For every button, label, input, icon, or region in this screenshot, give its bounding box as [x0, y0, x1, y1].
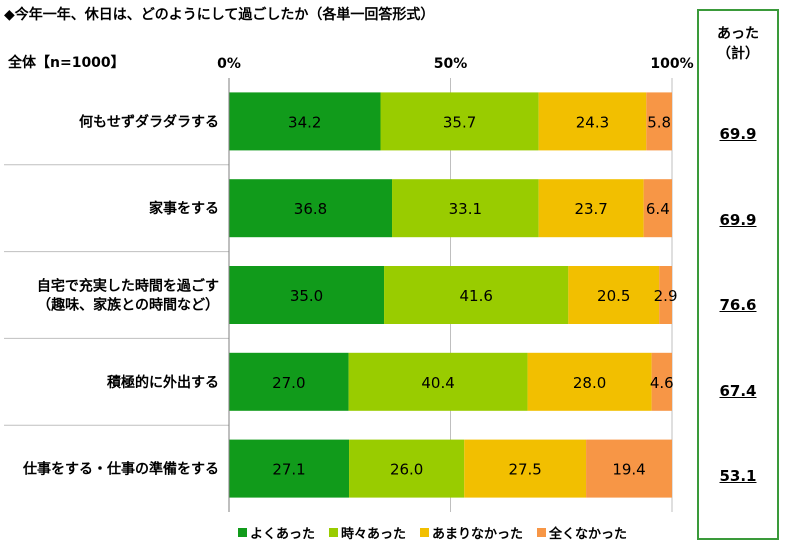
bar-segment: [643, 179, 672, 238]
bar-segment: [380, 92, 539, 151]
category-label: 積極的に外出する: [106, 374, 219, 391]
bar-segment: [229, 92, 381, 151]
legend-item: よくあった: [238, 523, 315, 542]
bar-segment: [348, 352, 528, 411]
bar-segment: [229, 266, 385, 324]
legend-label: 時々あった: [341, 527, 407, 542]
legend: よくあった 時々あった あまりなかった 全くなかった: [238, 523, 641, 542]
legend-label: よくあった: [250, 527, 316, 542]
data-label: 2.9: [654, 287, 678, 305]
data-label: 28.0: [573, 374, 606, 392]
data-label: 24.3: [576, 113, 609, 131]
data-label: 36.8: [294, 200, 327, 218]
summary-value: 69.9: [719, 211, 757, 229]
summary-column: あった （計） 69.9 69.9 76.6 67.4 53.1: [697, 9, 779, 540]
summary-value: 76.6: [719, 296, 757, 314]
bar-segment: [229, 352, 349, 411]
summary-header-line2: （計）: [717, 46, 759, 62]
data-label: 27.0: [272, 374, 305, 392]
bar-segment: [538, 179, 644, 238]
legend-item: 全くなかった: [537, 523, 627, 542]
bar-segment: [384, 266, 569, 324]
summary-value: 67.4: [719, 382, 757, 400]
bar-segment: [392, 179, 539, 238]
bar-segment: [229, 439, 350, 498]
bar-segment: [568, 266, 660, 324]
data-label: 27.1: [272, 461, 305, 479]
legend-item: あまりなかった: [420, 523, 523, 542]
bar-segment: [349, 439, 465, 498]
category-label: 家事をする: [149, 200, 219, 217]
bar-segment: [464, 439, 587, 498]
data-label: 40.4: [421, 374, 454, 392]
category-label: （趣味、家族との時間など）: [37, 297, 219, 314]
data-label: 41.6: [459, 287, 492, 305]
data-label: 20.5: [597, 287, 630, 305]
data-label: 35.7: [443, 113, 476, 131]
data-label: 34.2: [288, 113, 321, 131]
bar-segment: [646, 92, 672, 151]
legend-swatch: [537, 528, 547, 537]
data-label: 35.0: [290, 287, 323, 305]
bar-segment: [527, 352, 652, 411]
category-label: 自宅で充実した時間を過ごす: [37, 278, 219, 295]
summary-value: 69.9: [719, 125, 757, 143]
legend-label: 全くなかった: [549, 527, 628, 542]
data-label: 26.0: [390, 461, 423, 479]
x-tick-label: 0%: [217, 56, 241, 72]
legend-item: 時々あった: [329, 523, 406, 542]
legend-label: あまりなかった: [432, 527, 524, 542]
bar-segment: [651, 352, 672, 411]
category-label: 仕事をする・仕事の準備をする: [22, 461, 219, 478]
x-tick-label: 100%: [650, 56, 693, 72]
data-label: 19.4: [612, 461, 645, 479]
data-label: 23.7: [574, 200, 607, 218]
category-label: 何もせずダラダラする: [79, 113, 219, 130]
data-label: 27.5: [508, 461, 541, 479]
summary-value: 53.1: [719, 467, 757, 485]
data-label: 5.8: [647, 113, 671, 131]
bar-segment: [659, 266, 672, 324]
legend-swatch: [420, 528, 430, 537]
bar-segment: [229, 179, 393, 238]
data-label: 33.1: [449, 200, 482, 218]
data-label: 6.4: [646, 200, 670, 218]
legend-swatch: [329, 528, 339, 537]
bar-segment: [538, 92, 647, 151]
legend-swatch: [238, 528, 247, 537]
data-label: 4.6: [650, 374, 674, 392]
sample-size-label: 全体【n=1000】: [8, 55, 125, 71]
x-tick-label: 50%: [434, 56, 468, 72]
bar-segment: [586, 439, 672, 498]
summary-header-line1: あった: [717, 26, 759, 42]
chart-title: ◆今年一年、休日は、どのようにして過ごしたか（各単一回答形式）: [4, 7, 435, 23]
